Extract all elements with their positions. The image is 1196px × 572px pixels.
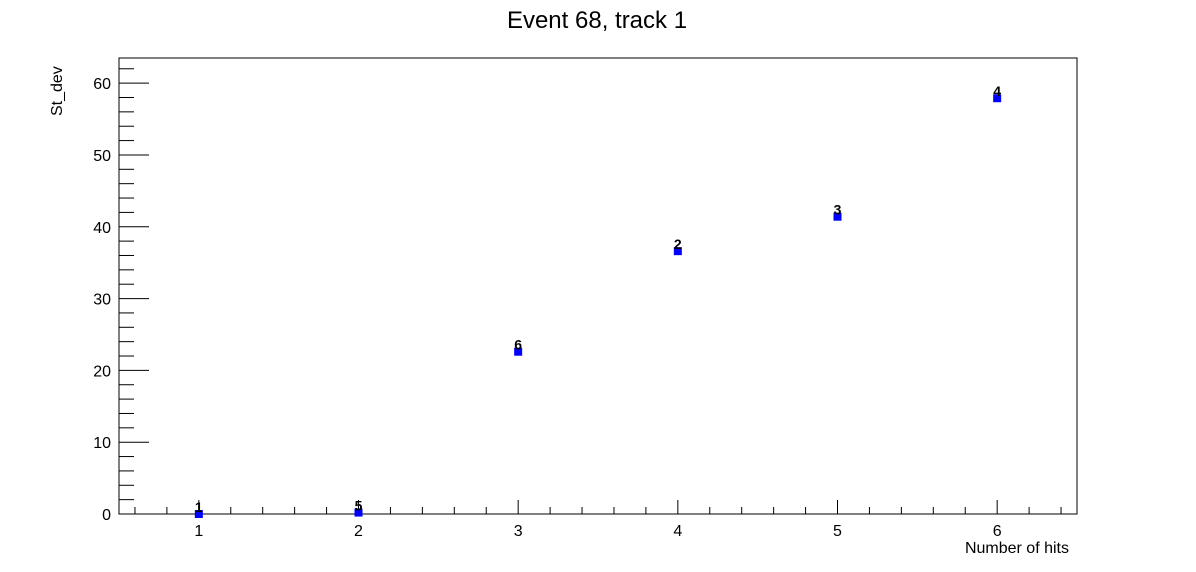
y-tick-label: 30 [93, 292, 111, 309]
x-tick-label: 4 [673, 523, 682, 540]
data-point [194, 510, 203, 518]
data-point [514, 347, 523, 356]
y-tick-label: 20 [93, 363, 111, 380]
x-tick-label: 1 [194, 523, 203, 540]
x-tick-label: 2 [354, 523, 363, 540]
data-point [993, 94, 1002, 103]
y-axis-title: St_dev [49, 66, 66, 116]
plot-frame [118, 57, 1078, 515]
y-tick-label: 10 [93, 435, 111, 452]
data-point [354, 508, 363, 517]
x-tick-label: 5 [833, 523, 842, 540]
chart-title: Event 68, track 1 [507, 7, 687, 34]
point-label: 3 [834, 202, 842, 218]
data-point [673, 247, 682, 256]
x-axis-title: Number of hits [965, 540, 1069, 557]
data-point [833, 212, 842, 221]
y-tick-label: 60 [93, 76, 111, 93]
y-tick-label: 0 [102, 507, 111, 524]
point-label: 2 [674, 236, 682, 252]
point-label: 6 [514, 337, 522, 353]
x-tick-label: 6 [993, 523, 1002, 540]
point-label: 1 [195, 499, 203, 515]
y-tick-label: 50 [93, 148, 111, 165]
point-label: 4 [993, 83, 1001, 99]
x-tick-label: 3 [514, 523, 523, 540]
point-label: 5 [355, 498, 363, 514]
y-tick-label: 40 [93, 220, 111, 237]
